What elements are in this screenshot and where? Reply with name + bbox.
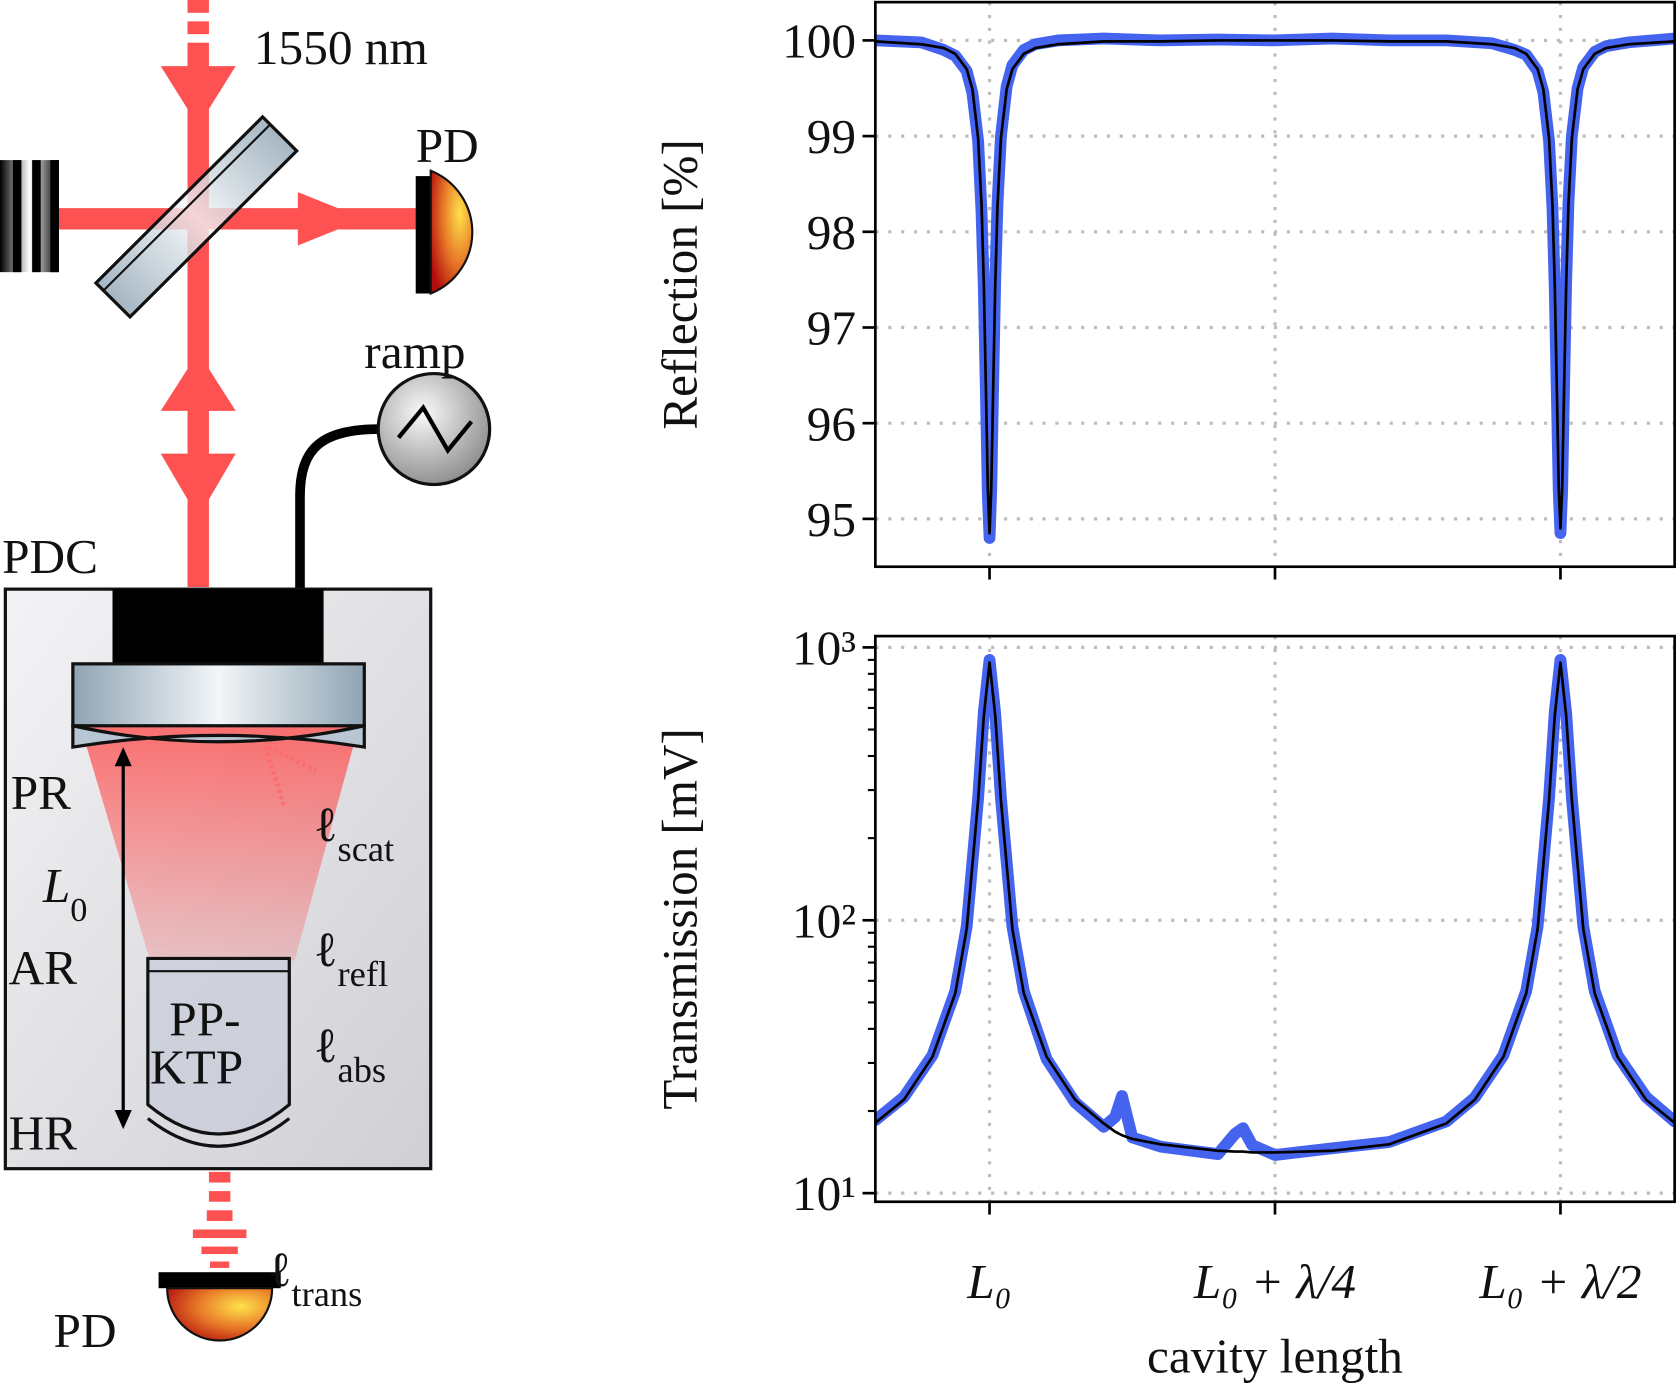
x-tick-label: L₀ — [966, 1254, 1012, 1309]
loss-symbol: ℓ — [268, 1242, 292, 1297]
beam-splitter-coating — [102, 123, 271, 292]
chart: 95 96 97 98 99 100 Reflection [%] — [652, 0, 1676, 580]
plot-frame — [874, 634, 1676, 1204]
detector-plate — [158, 1272, 281, 1289]
loss-label: ℓscat — [314, 797, 394, 869]
x-axis-label: cavity length — [1147, 1329, 1403, 1384]
y-axis-label: Transmission [mV] — [652, 728, 707, 1109]
beam-splitter — [93, 114, 299, 320]
arrow-head — [114, 747, 132, 767]
loss-symbol: ℓ — [314, 922, 338, 977]
arrow — [160, 453, 236, 518]
cavity-mode — [80, 725, 359, 961]
setup-diagram: 1550 nm PD ramp PDC PR L0 AR HR PP- KTP … — [0, 0, 492, 1358]
x-tick-label: L₀ + λ/2 — [1478, 1254, 1641, 1309]
y-tick-label: 100 — [782, 14, 856, 69]
mirror-curvature — [71, 723, 366, 749]
y-tick-label: 10² — [792, 893, 856, 948]
cable — [295, 424, 381, 590]
loss-sub: refl — [338, 954, 389, 994]
arrow — [160, 352, 236, 411]
beam-dash — [187, 0, 209, 13]
arrow — [160, 66, 236, 126]
loss-symbol: ℓ — [314, 797, 338, 852]
beam-dash — [208, 1171, 231, 1183]
ramp-symbol — [396, 403, 474, 455]
photodiode — [429, 169, 474, 296]
crystal-body — [146, 956, 291, 1136]
ar-label: AR — [9, 940, 78, 995]
cavity-label: PDC — [2, 529, 98, 584]
y-tick-label: 97 — [807, 301, 856, 356]
plot-frame — [874, 0, 1676, 569]
length-sub: 0 — [70, 891, 87, 928]
y-tick-label: 10¹ — [792, 1166, 856, 1221]
ramp-label: ramp — [364, 324, 465, 379]
arrow-head — [114, 1109, 132, 1130]
beam-dash — [201, 1246, 238, 1255]
hr-label: HR — [9, 1106, 78, 1161]
detector-label: PD — [416, 118, 479, 173]
length-symbol: L — [42, 858, 70, 913]
mirror-bar — [32, 160, 41, 273]
hr-coating — [146, 1117, 291, 1148]
scatter-ray — [266, 745, 318, 773]
y-tick-label: 96 — [807, 396, 856, 451]
loss-sub: trans — [291, 1274, 362, 1314]
beam-dash — [206, 1210, 233, 1221]
y-tick-label: 95 — [807, 492, 856, 547]
arrow — [297, 192, 365, 246]
length-label: L0 — [42, 858, 88, 928]
y-axis-label: Reflection [%] — [652, 139, 707, 429]
mirror-bar — [50, 160, 59, 273]
photodiode — [166, 1287, 274, 1342]
beam-dash — [208, 1191, 231, 1202]
chart: L₀ L₀ + λ/4 L₀ + λ/2 10¹ 10² 10³ Transmission … — [652, 621, 1676, 1384]
piezo — [112, 589, 324, 664]
coupling-mirror — [71, 662, 366, 728]
coupler-label: PR — [11, 765, 71, 820]
laser-label: 1550 nm — [254, 20, 428, 75]
loss-label: ℓabs — [314, 1018, 386, 1090]
beam-splitter-glass — [93, 114, 299, 320]
mirror — [0, 160, 59, 273]
y-tick-label: 10³ — [792, 621, 856, 676]
y-tick-label: 99 — [807, 109, 856, 164]
crystal-label: PP- — [169, 991, 240, 1046]
x-tick-label: L₀ + λ/4 — [1193, 1254, 1356, 1309]
beam-dash — [187, 21, 209, 35]
mirror-bar — [12, 160, 22, 273]
loss-label: ℓrefl — [314, 922, 388, 994]
beam-dash — [192, 1229, 247, 1239]
fit-trace — [875, 39, 1675, 535]
loss-sub: abs — [338, 1050, 387, 1090]
loss-symbol: ℓ — [314, 1018, 338, 1073]
loss-sub: scat — [338, 829, 395, 869]
crystal-label: KTP — [150, 1039, 243, 1094]
loss-label: ℓtrans — [268, 1242, 362, 1314]
fit-trace — [875, 661, 1675, 1154]
detector-label: PD — [54, 1303, 117, 1358]
detector-plate — [415, 176, 431, 294]
beam-dash — [210, 1261, 230, 1268]
y-tick-label: 98 — [807, 205, 856, 260]
